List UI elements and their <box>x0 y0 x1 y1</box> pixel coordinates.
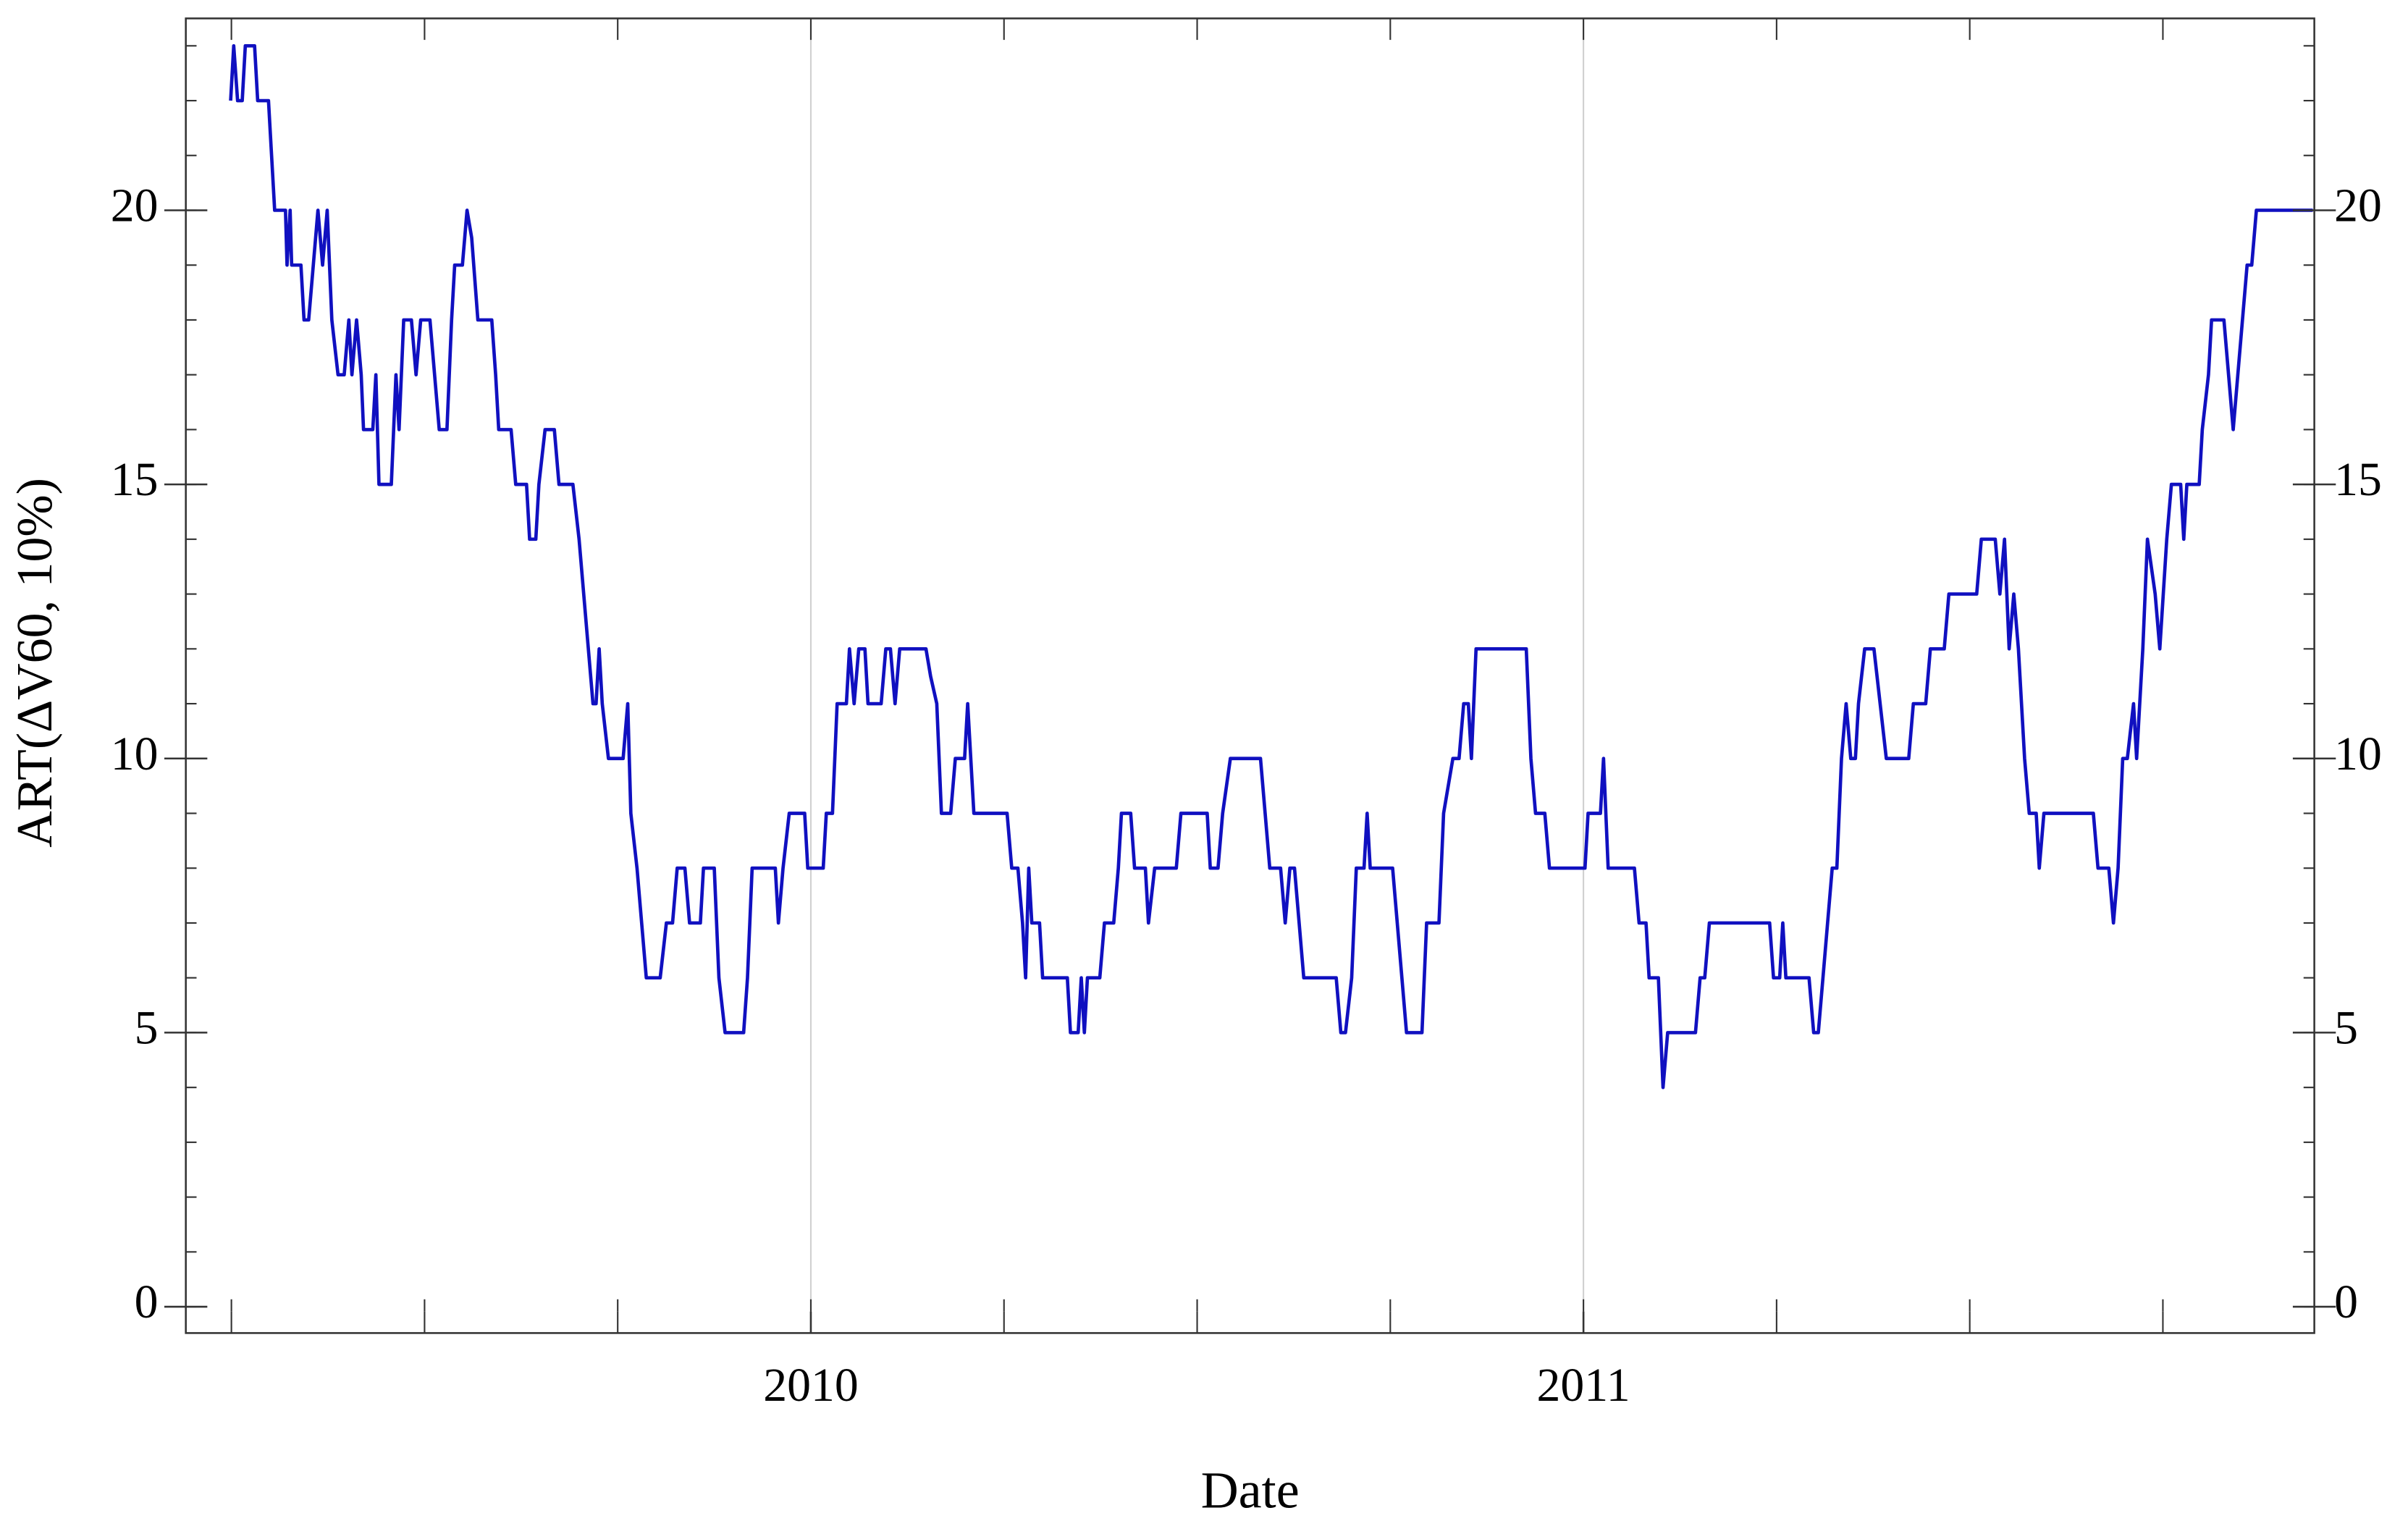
x-axis-label: Date <box>1201 1462 1300 1520</box>
y-tick-label-right: 5 <box>2334 1002 2358 1055</box>
y-tick-label: 15 <box>111 453 159 506</box>
x-tick-label: 2011 <box>1537 1359 1630 1412</box>
y-tick-label: 5 <box>135 1002 159 1055</box>
x-tick-label: 2010 <box>763 1359 859 1412</box>
y-tick-label-right: 15 <box>2334 453 2382 506</box>
y-tick-label-right: 10 <box>2334 728 2382 780</box>
plot-layer <box>229 43 2313 1090</box>
y-tick-label-right: 0 <box>2334 1276 2358 1328</box>
y-axis-label: ART(ΔV60, 10%) <box>7 478 63 848</box>
grid-layer <box>809 18 1585 1333</box>
y-tick-label: 20 <box>111 180 159 232</box>
y-tick-label-right: 20 <box>2334 180 2382 232</box>
y-tick-label: 0 <box>135 1276 159 1328</box>
y-tick-label: 10 <box>111 728 159 780</box>
plot-frame <box>185 17 2315 1334</box>
data-line <box>229 43 2313 1090</box>
axes-layer: 0 0 5 5 10 10 15 15 20 20 2010 2011 <box>111 18 2382 1412</box>
